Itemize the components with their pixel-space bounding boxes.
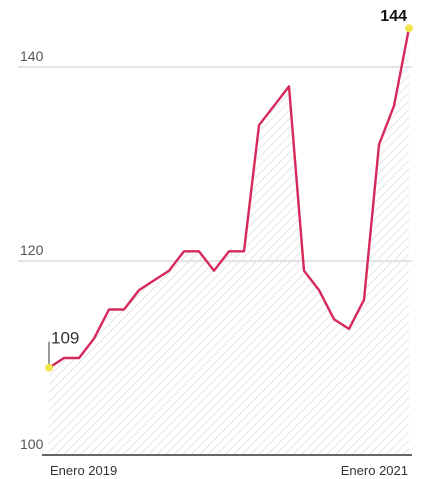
y-tick-label-100: 100 xyxy=(20,436,44,452)
area-fill xyxy=(49,28,409,455)
start-marker xyxy=(45,363,53,372)
grid-layer xyxy=(18,66,412,262)
tick-layer: 100 120 140 xyxy=(20,48,44,452)
x-label-start: Enero 2019 xyxy=(50,463,117,478)
x-label-end: Enero 2021 xyxy=(341,463,408,478)
y-tick-label-140: 140 xyxy=(20,48,44,64)
y-tick-label-120: 120 xyxy=(20,242,44,258)
series-line xyxy=(47,27,411,369)
end-value-label: 144 xyxy=(380,8,407,25)
end-marker xyxy=(405,24,413,33)
start-value-label: 109 xyxy=(51,329,79,348)
